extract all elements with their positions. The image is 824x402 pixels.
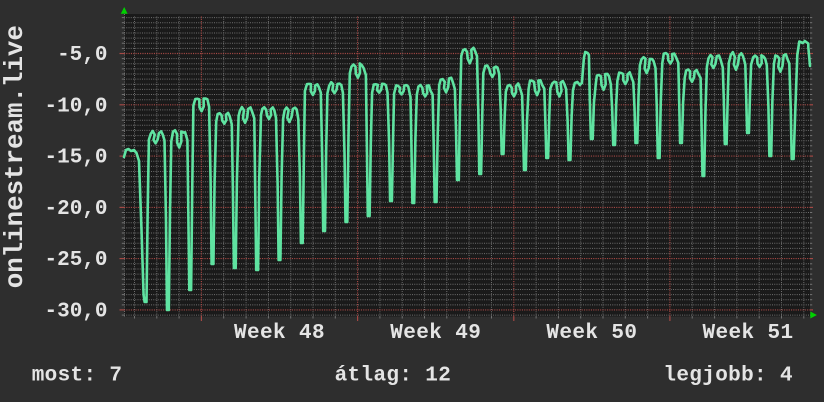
svg-text:legjobb: 4: legjobb: 4 (663, 365, 793, 388)
svg-text:onlinestream.live: onlinestream.live (1, 25, 30, 288)
svg-text:Week 49: Week 49 (390, 322, 481, 345)
svg-text:most: 7: most: 7 (32, 365, 123, 388)
svg-text:Week 48: Week 48 (234, 322, 325, 345)
svg-text:-30,0: -30,0 (44, 301, 107, 324)
svg-text:Week 51: Week 51 (702, 322, 793, 345)
svg-text:-20,0: -20,0 (44, 198, 107, 221)
svg-text:átlag: 12: átlag: 12 (335, 365, 452, 388)
svg-text:-5,0: -5,0 (57, 44, 107, 67)
svg-text:-10,0: -10,0 (44, 95, 107, 118)
svg-text:-15,0: -15,0 (44, 147, 107, 170)
svg-text:Week 50: Week 50 (546, 322, 637, 345)
svg-text:-25,0: -25,0 (44, 249, 107, 272)
